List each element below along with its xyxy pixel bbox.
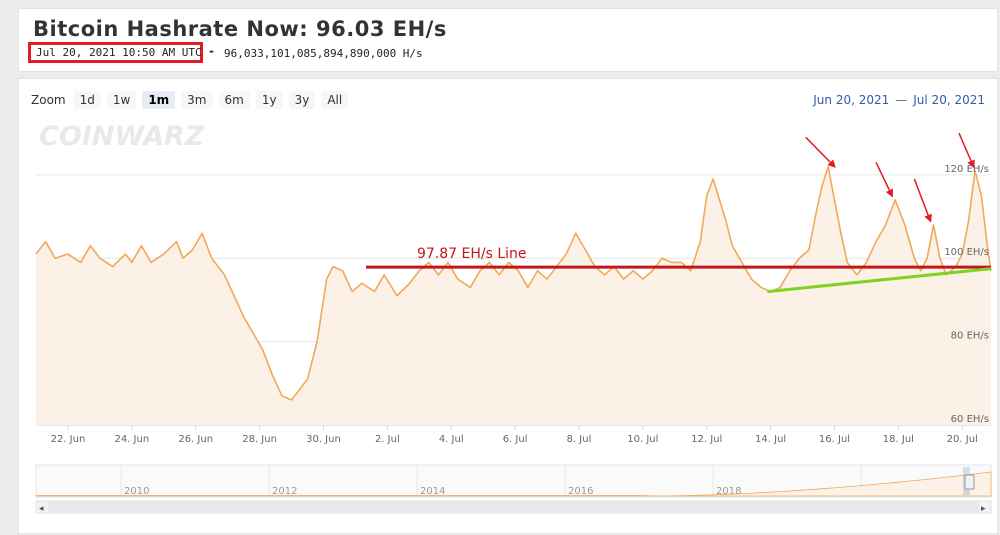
navigator-year-label: 2012 <box>272 486 297 497</box>
zoom-button-1d[interactable]: 1d <box>73 91 101 109</box>
timestamp-highlight: Jul 20, 2021 10:50 AM UTC <box>28 42 203 63</box>
date-range: Jun 20, 2021 — Jul 20, 2021 <box>813 93 985 107</box>
watermark-logo: COINWARZ <box>39 121 205 152</box>
zoom-button-1y[interactable]: 1y <box>255 91 283 109</box>
x-tick-label: 10. Jul <box>627 434 658 445</box>
range-to[interactable]: Jul 20, 2021 <box>913 93 985 107</box>
timestamp: Jul 20, 2021 10:50 AM UTC <box>36 46 202 59</box>
navigator-year-label: 2018 <box>716 486 741 497</box>
y-tick-label: 80 EH/s <box>951 331 989 342</box>
zoom-button-1w[interactable]: 1w <box>106 91 137 109</box>
peak-arrow-3 <box>913 178 932 223</box>
hashrate-chart: COINWARZ 97.87 EH/s Line 60 EH/s 80 EH/s 1… <box>35 121 992 514</box>
peak-arrow-1 <box>805 136 836 168</box>
level-line-label: 97.87 EH/s Line <box>417 246 527 262</box>
header-card: Bitcoin Hashrate Now: 96.03 EH/s Jul 20,… <box>18 8 998 72</box>
scrollbar-thumb[interactable] <box>48 502 979 512</box>
zoom-button-6m[interactable]: 6m <box>218 91 250 109</box>
x-tick-label: 16. Jul <box>819 434 850 445</box>
x-tick-label: 12. Jul <box>691 434 722 445</box>
zoom-label: Zoom <box>31 93 66 107</box>
hashrate-line <box>35 165 992 401</box>
y-axis-labels: 60 EH/s 80 EH/s 100 EH/s 120 EH/s <box>944 164 989 425</box>
y-tick-label: 100 EH/s <box>944 247 989 258</box>
hashrate-raw: 96,033,101,085,894,890,000 H/s <box>224 47 423 60</box>
hashrate-area <box>36 166 991 425</box>
page-title: Bitcoin Hashrate Now: 96.03 EH/s <box>33 17 447 41</box>
hashrate-dash: - <box>209 44 214 58</box>
x-tick-label: 24. Jun <box>114 434 149 445</box>
zoom-button-3m[interactable]: 3m <box>181 91 213 109</box>
x-tick-label: 6. Jul <box>503 434 528 445</box>
navigator-year-label: 2014 <box>420 486 445 497</box>
y-tick-label: 60 EH/s <box>951 414 989 425</box>
range-separator: — <box>895 93 908 107</box>
peak-arrow-4 <box>958 132 975 169</box>
zoom-button-all[interactable]: All <box>321 91 349 109</box>
chart-card: Zoom 1d 1w 1m 3m 6m 1y 3y All Jun 20, 20… <box>18 78 998 534</box>
y-tick-label: 120 EH/s <box>944 164 989 175</box>
scroll-left-arrow-icon[interactable]: ◂ <box>39 504 44 514</box>
x-tick-label: 30. Jun <box>306 434 341 445</box>
x-tick-label: 18. Jul <box>883 434 914 445</box>
peak-arrow-2 <box>875 162 894 198</box>
series-layer <box>35 165 992 425</box>
x-tick-label: 28. Jun <box>242 434 277 445</box>
navigator[interactable]: 201020122014201620182020◂▸ <box>35 464 992 514</box>
x-tick-label: 22. Jun <box>51 434 86 445</box>
range-from[interactable]: Jun 20, 2021 <box>813 93 890 107</box>
zoom-button-1m[interactable]: 1m <box>142 91 176 109</box>
trend-line <box>767 267 992 294</box>
x-tick-label: 14. Jul <box>755 434 786 445</box>
zoom-bar: Zoom 1d 1w 1m 3m 6m 1y 3y All <box>31 91 354 109</box>
navigator-series <box>35 471 992 497</box>
x-tick-label: 4. Jul <box>439 434 464 445</box>
x-tick-label: 8. Jul <box>567 434 592 445</box>
x-axis-labels: 22. Jun 24. Jun 26. Jun 28. Jun 30. Jun 2. Ju… <box>51 425 978 445</box>
navigator-year-label: 2016 <box>568 486 593 497</box>
x-tick-label: 20. Jul <box>947 434 978 445</box>
x-tick-label: 2. Jul <box>375 434 400 445</box>
x-tick-label: 26. Jun <box>178 434 213 445</box>
navigator-handle[interactable] <box>964 474 975 490</box>
overlay-layer: 97.87 EH/s Line <box>366 132 992 294</box>
scroll-right-arrow-icon[interactable]: ▸ <box>981 504 986 514</box>
navigator-year-label: 2010 <box>124 486 149 497</box>
zoom-button-3y[interactable]: 3y <box>288 91 316 109</box>
